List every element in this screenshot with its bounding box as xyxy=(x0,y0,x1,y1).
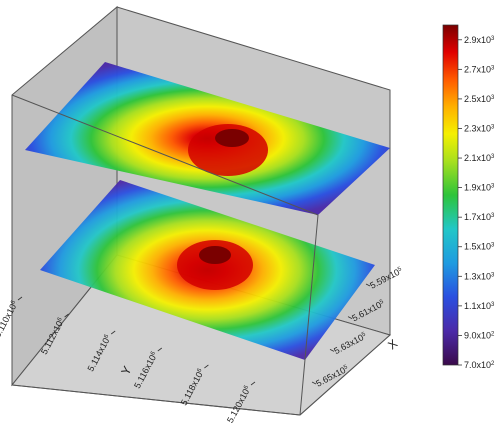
colorbar-tick-label: 2.1x103 xyxy=(464,153,495,163)
colorbar-tick-label: 1.3x103 xyxy=(464,271,495,281)
y-tick-mark xyxy=(110,330,116,335)
x-tick-mark xyxy=(365,283,371,287)
colorbar-tick-label: 2.3x103 xyxy=(464,123,495,133)
colorbar-tick-label: 7.0x102 xyxy=(464,360,495,370)
colorbar-tick-label: 2.7x103 xyxy=(464,64,495,74)
lower-surface-summit xyxy=(199,246,231,264)
x-tick-mark xyxy=(347,316,353,320)
colorbar-tick-label: 1.5x103 xyxy=(464,242,495,252)
colorbar-tick-label: 1.9x103 xyxy=(464,183,495,193)
colorbar-ticks: 7.0x102 9.0x102 1.1x103 1.3x103 1.5x103 1.7x1… xyxy=(458,35,495,370)
x-axis-line xyxy=(299,334,391,416)
y-tick-mark xyxy=(204,364,209,369)
lower-surface-peak xyxy=(177,240,253,290)
x-tick-mark xyxy=(311,381,317,385)
colorbar-tick-label: 1.7x103 xyxy=(464,212,495,222)
upper-surface-summit xyxy=(215,129,249,147)
front-edge-vertical xyxy=(299,214,319,416)
upper-surface xyxy=(25,62,390,215)
y-tick-mark xyxy=(17,296,23,301)
x-tick-mark xyxy=(329,348,335,352)
colorbar-tick-label: 2.5x103 xyxy=(464,94,495,104)
lower-surface xyxy=(40,180,375,360)
colorbar-tick-label: 1.1x103 xyxy=(464,301,495,311)
y-tick-mark xyxy=(250,381,256,386)
x-axis-label: X xyxy=(385,336,400,352)
colorbar-rect xyxy=(442,24,459,366)
colorbar-tick-label: 9.0x102 xyxy=(464,330,495,340)
y-tick-mark xyxy=(64,313,69,318)
colorbar: 7.0x102 9.0x102 1.1x103 1.3x103 1.5x103 1.7x1… xyxy=(442,24,495,370)
y-axis-line xyxy=(11,384,301,416)
y-tick-mark xyxy=(157,347,163,352)
front-edge-top xyxy=(11,94,319,216)
colorbar-tick-label: 2.9x103 xyxy=(464,35,495,45)
